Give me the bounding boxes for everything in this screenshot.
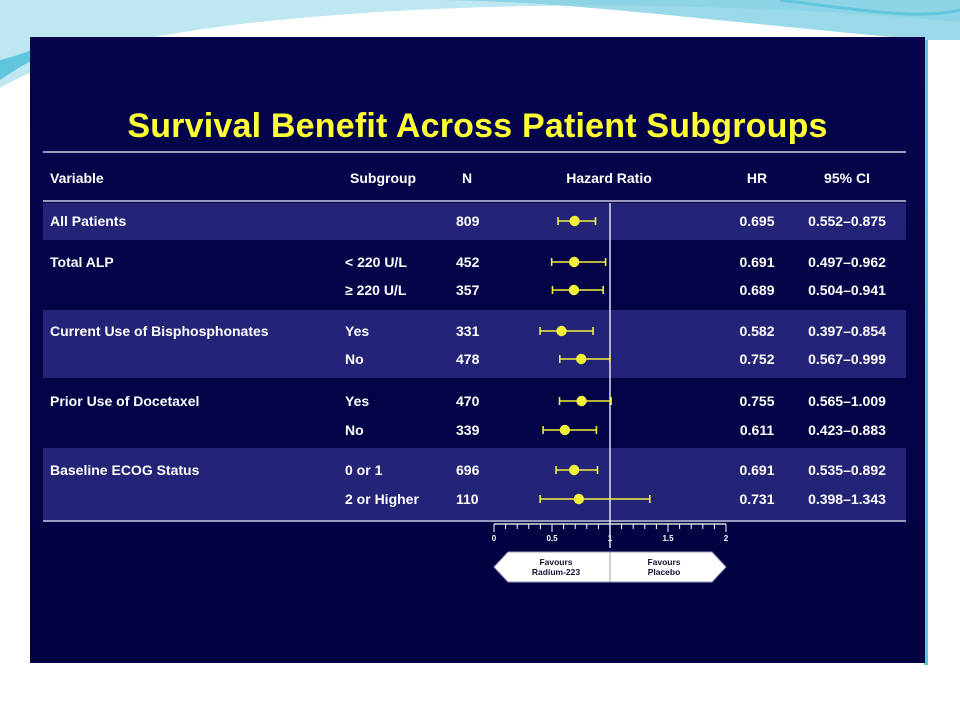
- top-right-curve: [779, 0, 960, 16]
- subgroup-label: < 220 U/L: [345, 254, 407, 270]
- subgroup-label: 2 or Higher: [345, 491, 419, 507]
- column-headers: Variable Subgroup N Hazard Ratio HR 95% …: [50, 170, 870, 186]
- group-variable-label: Current Use of Bisphosphonates: [50, 323, 269, 339]
- n-value: 478: [456, 351, 480, 367]
- hr-value: 0.695: [739, 213, 774, 229]
- hr-value: 0.691: [739, 254, 774, 270]
- subgroup-label: Yes: [345, 323, 369, 339]
- top-right-swoosh: [430, 0, 960, 40]
- header-n: N: [462, 170, 472, 186]
- ci-value: 0.397–0.854: [808, 323, 886, 339]
- hr-value: 0.755: [739, 393, 774, 409]
- group-variable-label: Baseline ECOG Status: [50, 462, 200, 478]
- group-variable-label: Prior Use of Docetaxel: [50, 393, 199, 409]
- n-value: 110: [456, 491, 479, 507]
- ci-value: 0.552–0.875: [808, 213, 886, 229]
- n-value: 331: [456, 323, 480, 339]
- hr-value: 0.689: [739, 282, 774, 298]
- group-row-background: [43, 448, 906, 520]
- n-value: 470: [456, 393, 480, 409]
- axis-tick-label: 2: [724, 534, 729, 543]
- subgroup-label: No: [345, 351, 364, 367]
- ci-value: 0.504–0.941: [808, 282, 886, 298]
- axis-tick-label: 1.5: [662, 534, 674, 543]
- favours-placebo-label-line2: Placebo: [648, 567, 681, 577]
- ci-value: 0.567–0.999: [808, 351, 886, 367]
- hr-value: 0.752: [739, 351, 774, 367]
- ci-value: 0.497–0.962: [808, 254, 886, 270]
- ci-value: 0.565–1.009: [808, 393, 886, 409]
- axis-tick-label: 0.5: [546, 534, 558, 543]
- row-backgrounds: [43, 203, 906, 520]
- favours-radium-label-line2: Radium-223: [532, 567, 580, 577]
- header-hazard-ratio: Hazard Ratio: [566, 170, 652, 186]
- subgroup-label: Yes: [345, 393, 369, 409]
- right-edge-bar: [924, 40, 928, 665]
- subgroup-label: ≥ 220 U/L: [345, 282, 407, 298]
- ci-value: 0.423–0.883: [808, 422, 886, 438]
- hr-point-marker: [559, 424, 571, 436]
- hr-point-marker: [568, 464, 580, 476]
- hr-value: 0.611: [740, 422, 774, 438]
- subgroup-label: 0 or 1: [345, 462, 383, 478]
- group-row-background: [43, 203, 906, 240]
- ci-value: 0.398–1.343: [808, 491, 886, 507]
- hr-value: 0.582: [739, 323, 774, 339]
- header-variable: Variable: [50, 170, 104, 186]
- hr-value: 0.731: [739, 491, 774, 507]
- hr-point-marker: [576, 353, 587, 365]
- group-row-background: [43, 310, 906, 378]
- top-left-swoosh: [0, 0, 960, 88]
- n-value: 696: [456, 462, 480, 478]
- ci-value: 0.535–0.892: [808, 462, 886, 478]
- hr-point-marker: [556, 325, 567, 337]
- hr-point-marker: [568, 284, 580, 296]
- favours-radium-label-line1: Favours: [539, 557, 572, 567]
- table-body: All Patients 809 0.695 0.552–0.875 Total ALP…: [50, 203, 886, 548]
- n-value: 357: [456, 282, 480, 298]
- n-value: 452: [456, 254, 480, 270]
- header-ci: 95% CI: [824, 170, 870, 186]
- n-value: 339: [456, 422, 480, 438]
- hr-point-marker: [573, 493, 584, 505]
- hr-point-marker: [568, 256, 580, 268]
- favours-placebo-label-line1: Favours: [647, 557, 680, 567]
- x-axis: 0 0.5 1 1.5 2: [492, 523, 729, 543]
- hr-point-marker: [576, 395, 587, 407]
- subgroup-label: No: [345, 422, 364, 438]
- slide-title: Survival Benefit Across Patient Subgroup…: [127, 107, 828, 145]
- axis-tick-label: 1: [608, 534, 613, 543]
- favours-placebo-arrow: [609, 551, 727, 583]
- group-variable-label: All Patients: [50, 213, 126, 229]
- n-value: 809: [456, 213, 480, 229]
- axis-tick-label: 0: [492, 534, 497, 543]
- hr-value: 0.691: [739, 462, 774, 478]
- hr-point-marker: [569, 215, 580, 227]
- header-subgroup: Subgroup: [350, 170, 416, 186]
- group-variable-label: Total ALP: [50, 254, 114, 270]
- header-hr: HR: [747, 170, 767, 186]
